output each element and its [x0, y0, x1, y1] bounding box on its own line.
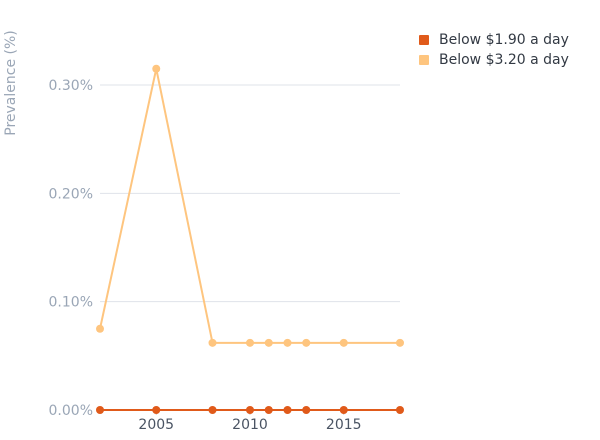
y-tick-label-3: 0.30% — [49, 78, 93, 94]
chart-legend: Below $1.90 a day Below $3.20 a day — [419, 30, 569, 70]
data-point-s1-8[interactable] — [396, 338, 404, 347]
data-point-s0-6[interactable] — [302, 406, 311, 414]
legend-label-below-3-20: Below $3.20 a day — [439, 52, 569, 68]
data-point-s0-3[interactable] — [246, 406, 254, 414]
x-tick-label-1: 2010 — [232, 417, 268, 433]
y-tick-label-0: 0.00% — [49, 403, 93, 419]
data-point-s1-5[interactable] — [283, 338, 292, 347]
y-tick-label-2: 0.20% — [49, 186, 93, 202]
legend-swatch-below-3-20 — [419, 55, 429, 65]
data-point-s0-0[interactable] — [96, 406, 104, 414]
data-point-s1-2[interactable] — [208, 338, 217, 347]
data-point-s1-7[interactable] — [339, 338, 348, 347]
data-point-s0-2[interactable] — [208, 406, 217, 414]
data-point-s0-7[interactable] — [339, 406, 348, 414]
data-point-s1-1[interactable] — [152, 64, 161, 73]
data-point-s0-5[interactable] — [283, 406, 292, 414]
data-point-s1-3[interactable] — [246, 338, 254, 347]
data-point-s0-4[interactable] — [264, 406, 273, 414]
data-point-s1-6[interactable] — [302, 338, 311, 347]
legend-item-below-1-90[interactable]: Below $1.90 a day — [419, 30, 569, 50]
legend-item-below-3-20[interactable]: Below $3.20 a day — [419, 50, 569, 70]
data-point-s0-1[interactable] — [152, 406, 161, 414]
legend-label-below-1-90: Below $1.90 a day — [439, 32, 569, 48]
data-point-s1-4[interactable] — [264, 338, 273, 347]
x-tick-label-0: 2005 — [138, 417, 174, 433]
data-point-s0-8[interactable] — [396, 406, 404, 414]
legend-swatch-below-1-90 — [419, 35, 429, 45]
y-tick-label-1: 0.10% — [49, 295, 93, 311]
data-point-s1-0[interactable] — [96, 324, 104, 333]
x-tick-label-2: 2015 — [326, 417, 362, 433]
y-axis-label: Prevalence (%) — [3, 30, 19, 136]
